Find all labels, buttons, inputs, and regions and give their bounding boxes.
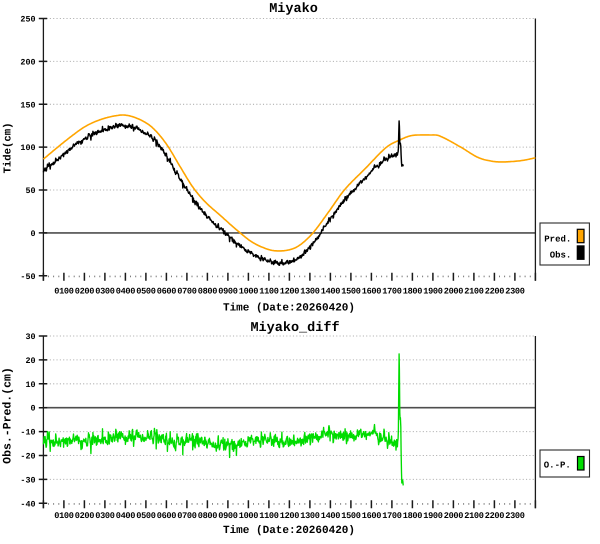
svg-text:1500: 1500 (341, 287, 360, 297)
svg-text:1200: 1200 (280, 287, 299, 297)
svg-text:1000: 1000 (239, 511, 258, 521)
svg-text:1600: 1600 (362, 511, 381, 521)
svg-text:Miyako: Miyako (269, 2, 318, 17)
svg-text:Time (Date:20260420): Time (Date:20260420) (223, 303, 355, 315)
svg-text:2200: 2200 (485, 511, 504, 521)
svg-text:Miyako_diff: Miyako_diff (250, 321, 339, 336)
svg-text:1500: 1500 (341, 511, 360, 521)
svg-text:2000: 2000 (444, 287, 463, 297)
svg-text:1900: 1900 (423, 511, 442, 521)
svg-text:0: 0 (30, 229, 35, 239)
svg-text:30: 30 (25, 332, 35, 342)
svg-text:O.-P.: O.-P. (544, 460, 571, 470)
svg-text:2000: 2000 (444, 511, 463, 521)
svg-text:0800: 0800 (198, 511, 217, 521)
svg-text:10: 10 (25, 380, 35, 390)
svg-text:1800: 1800 (403, 287, 422, 297)
svg-text:1400: 1400 (321, 511, 340, 521)
svg-text:1300: 1300 (300, 287, 319, 297)
svg-text:2200: 2200 (485, 287, 504, 297)
svg-text:0300: 0300 (95, 287, 114, 297)
svg-text:0900: 0900 (218, 511, 237, 521)
svg-text:200: 200 (20, 57, 35, 67)
svg-text:1800: 1800 (403, 511, 422, 521)
svg-text:1700: 1700 (382, 287, 401, 297)
svg-text:0700: 0700 (177, 511, 196, 521)
svg-text:Time (Date:20260420): Time (Date:20260420) (223, 525, 355, 537)
svg-text:150: 150 (20, 100, 35, 110)
svg-text:0400: 0400 (116, 511, 135, 521)
svg-text:0500: 0500 (136, 287, 155, 297)
svg-text:0500: 0500 (136, 511, 155, 521)
svg-text:20: 20 (25, 356, 35, 366)
svg-text:0100: 0100 (54, 511, 73, 521)
svg-text:0200: 0200 (75, 287, 94, 297)
svg-text:0900: 0900 (218, 287, 237, 297)
svg-text:1700: 1700 (382, 511, 401, 521)
svg-text:1600: 1600 (362, 287, 381, 297)
svg-text:Pred.: Pred. (544, 234, 571, 244)
svg-text:Tide(cm): Tide(cm) (3, 123, 15, 174)
svg-text:Obs.: Obs. (550, 251, 572, 261)
svg-text:2300: 2300 (505, 511, 524, 521)
svg-text:-30: -30 (20, 475, 35, 485)
svg-text:2100: 2100 (464, 511, 483, 521)
svg-text:0100: 0100 (54, 287, 73, 297)
svg-text:250: 250 (20, 15, 35, 25)
svg-text:0200: 0200 (75, 511, 94, 521)
svg-text:0400: 0400 (116, 287, 135, 297)
svg-text:0: 0 (30, 404, 35, 414)
svg-text:-20: -20 (20, 452, 35, 462)
svg-text:-10: -10 (20, 428, 35, 438)
svg-text:0300: 0300 (95, 511, 114, 521)
svg-text:1300: 1300 (300, 511, 319, 521)
svg-text:Obs.-Pred.(cm): Obs.-Pred.(cm) (2, 367, 15, 464)
svg-text:50: 50 (25, 186, 35, 196)
svg-text:1100: 1100 (259, 287, 278, 297)
svg-text:1400: 1400 (321, 287, 340, 297)
svg-text:-40: -40 (20, 499, 35, 509)
svg-text:2300: 2300 (505, 287, 524, 297)
svg-text:2100: 2100 (464, 287, 483, 297)
svg-text:100: 100 (20, 143, 35, 153)
svg-text:-50: -50 (20, 272, 35, 282)
svg-text:1000: 1000 (239, 287, 258, 297)
svg-text:1900: 1900 (423, 287, 442, 297)
svg-text:1200: 1200 (280, 511, 299, 521)
svg-text:1100: 1100 (259, 511, 278, 521)
svg-text:0600: 0600 (157, 511, 176, 521)
svg-text:0600: 0600 (157, 287, 176, 297)
svg-text:0800: 0800 (198, 287, 217, 297)
svg-text:0700: 0700 (177, 287, 196, 297)
